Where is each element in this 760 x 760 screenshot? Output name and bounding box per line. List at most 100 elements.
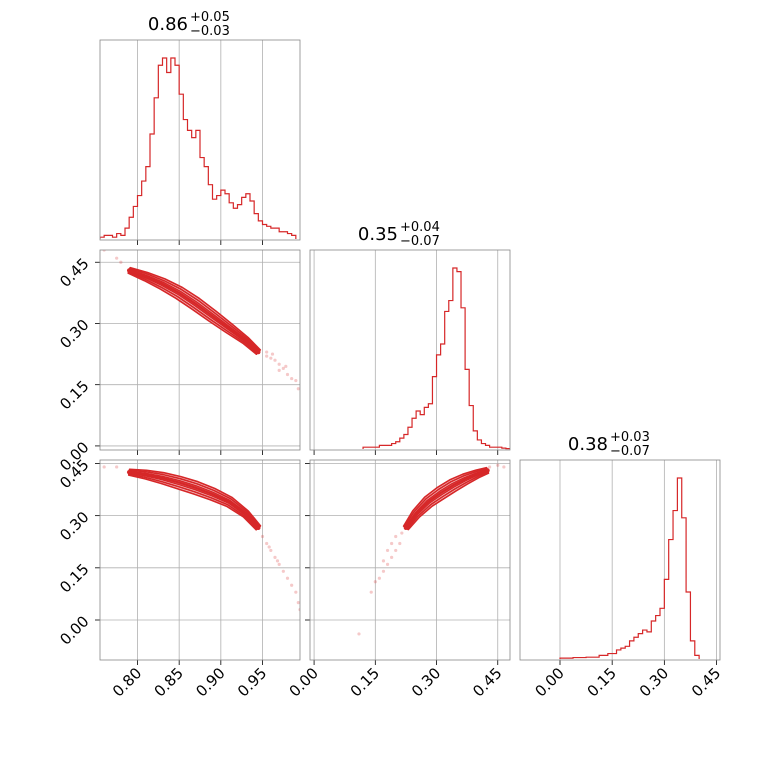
contour-outer — [402, 466, 490, 531]
scatter-point — [390, 541, 394, 546]
title-upper: +0.03 — [610, 430, 650, 445]
x-tick-label: 0.15 — [347, 664, 383, 700]
scatter-point — [119, 260, 123, 264]
pair-panel-1-2 — [102, 250, 300, 391]
scatter-point — [385, 562, 390, 566]
scatter-point — [369, 590, 373, 594]
scatter-point — [269, 548, 273, 553]
title-1: 0.86 +0.05−0.03 — [148, 10, 230, 39]
title-3: 0.38 +0.03−0.07 — [568, 430, 650, 459]
scatter-point — [273, 555, 277, 559]
scatter-point — [281, 366, 285, 370]
x-tick-label: 0.85 — [151, 664, 187, 700]
y-tick-label: 0.00 — [56, 612, 92, 648]
contour-core — [129, 471, 260, 529]
scatter-point — [270, 352, 275, 356]
scatter-point — [285, 576, 290, 580]
contour-end — [256, 349, 261, 355]
scatter-point — [281, 569, 285, 573]
scatter-point — [390, 555, 394, 559]
pair-panel-1-3 — [102, 465, 300, 612]
scatter-point — [277, 362, 281, 366]
title-upper: +0.05 — [190, 10, 230, 25]
scatter-point — [273, 358, 277, 362]
x-tick-label: 0.30 — [408, 664, 444, 700]
scatter-point — [381, 559, 386, 563]
scatter-point — [115, 465, 119, 469]
scatter-point — [115, 256, 119, 260]
scatter-point — [400, 531, 404, 535]
contour-end — [403, 525, 409, 531]
contour-end — [485, 468, 490, 473]
title-upper: +0.04 — [400, 220, 440, 235]
scatter-point — [284, 364, 288, 368]
y-tick-label: 0.30 — [56, 316, 92, 352]
scatter-point — [260, 534, 265, 539]
scatter-point — [394, 534, 398, 539]
pair-frame-2-3 — [309, 459, 511, 661]
title-median: 0.38 — [568, 434, 608, 455]
contour-end — [126, 469, 132, 475]
histogram-2 — [362, 267, 510, 450]
y-tick-label: 0.30 — [56, 508, 92, 544]
x-tick-label: 0.15 — [584, 664, 620, 700]
scatter-point — [487, 465, 492, 469]
title-median: 0.86 — [148, 14, 188, 35]
title-lower: −0.07 — [400, 234, 440, 249]
title-lower: −0.07 — [610, 444, 650, 459]
x-tick-label: 0.90 — [192, 664, 228, 700]
title-median: 0.35 — [358, 224, 398, 245]
pair-panel-2-3 — [357, 463, 506, 636]
contour-core — [405, 469, 488, 529]
pair-frame-1-2 — [99, 249, 301, 451]
scatter-point — [277, 562, 281, 566]
scatter-point — [296, 387, 300, 391]
scatter-point — [294, 590, 298, 594]
scatter-point — [267, 545, 271, 549]
scatter-point — [285, 372, 290, 377]
scatter-point — [265, 354, 269, 358]
x-tick-label: 0.45 — [469, 664, 505, 700]
hist-panel-2 — [309, 249, 511, 451]
y-tick-label: 0.15 — [56, 560, 92, 596]
scatter-point — [385, 548, 390, 553]
scatter-point — [377, 576, 381, 580]
contour-end — [256, 525, 261, 531]
histogram-1 — [100, 57, 297, 239]
scatter-point — [290, 583, 294, 587]
y-tick-label: 0.45 — [56, 255, 92, 291]
histogram-3 — [559, 477, 700, 659]
scatter-point — [277, 368, 281, 373]
pair-frame-1-3 — [99, 459, 301, 661]
contour-end — [126, 268, 132, 273]
scatter-point — [265, 541, 269, 546]
scatter-point — [290, 376, 294, 381]
y-tick-label: 0.15 — [56, 377, 92, 413]
hist-panel-3 — [519, 459, 721, 661]
scatter-point — [296, 601, 300, 605]
hist-panel-1 — [99, 39, 301, 241]
x-tick-label: 0.45 — [688, 664, 724, 700]
title-2: 0.35 +0.04−0.07 — [358, 220, 440, 249]
scatter-point — [294, 379, 298, 383]
x-tick-label: 0.00 — [531, 664, 567, 700]
scatter-point — [502, 465, 506, 469]
x-tick-label: 0.95 — [234, 664, 270, 700]
scatter-point — [394, 548, 398, 553]
contour-outer — [127, 266, 262, 355]
x-tick-label: 0.30 — [636, 664, 672, 700]
scatter-point — [373, 580, 377, 584]
title-lower: −0.03 — [190, 24, 230, 39]
x-tick-label: 0.00 — [286, 664, 322, 700]
scatter-point — [102, 465, 106, 469]
scatter-point — [496, 463, 500, 467]
scatter-point — [265, 350, 269, 354]
contour-core — [128, 269, 260, 353]
x-tick-label: 0.80 — [109, 664, 145, 700]
scatter-point — [269, 356, 273, 360]
scatter-point — [357, 632, 361, 636]
scatter-point — [275, 559, 280, 563]
scatter-point — [381, 569, 386, 573]
